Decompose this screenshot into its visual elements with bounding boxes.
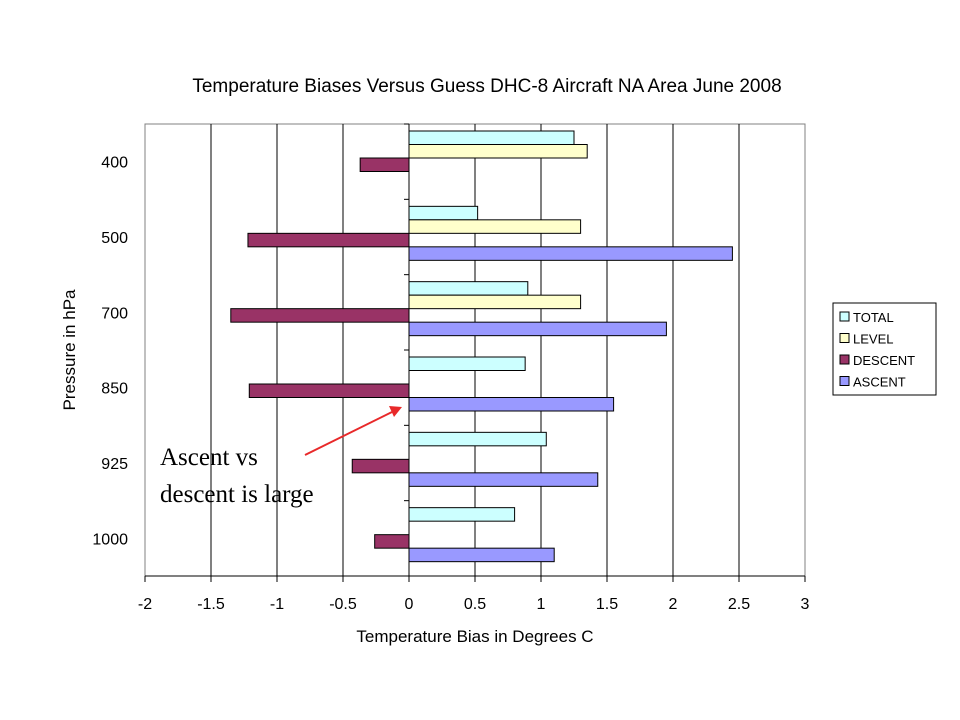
bar-level-500 xyxy=(408,219,582,234)
bar-ascent-700 xyxy=(408,321,667,337)
bar-total-1000 xyxy=(408,507,516,522)
bars xyxy=(230,130,733,563)
bar-level-700 xyxy=(408,294,582,310)
legend-box xyxy=(832,302,937,396)
bar-total-850 xyxy=(408,356,526,371)
x-tick-label: -2 xyxy=(138,596,152,613)
x-tick-label: 0 xyxy=(405,596,414,613)
grid-lines xyxy=(210,124,740,576)
x-tick-label: 1.5 xyxy=(596,596,618,613)
annotation-line-1: Ascent vs xyxy=(160,444,258,471)
y-tick-label-400: 400 xyxy=(101,155,128,172)
annotation: Ascent vs descent is large xyxy=(160,406,402,508)
legend-label-descent: DESCENT xyxy=(853,353,915,368)
legend-label-ascent: ASCENT xyxy=(853,375,906,390)
y-axis-title: Pressure in hPa xyxy=(60,289,79,410)
bar-ascent-850 xyxy=(408,397,615,412)
x-tick-label: 0.5 xyxy=(464,596,486,613)
bar-total-400 xyxy=(408,130,575,145)
annotation-arrow-line xyxy=(304,411,393,456)
legend: TOTAL LEVEL DESCENT ASCENT xyxy=(832,302,937,396)
y-tick-labels: 400 500 700 850 925 1000 xyxy=(92,155,128,549)
legend-label-total: TOTAL xyxy=(853,310,894,325)
y-tick-label-500: 500 xyxy=(101,230,128,247)
bar-descent-500 xyxy=(247,232,410,248)
bar-ascent-500 xyxy=(408,246,733,261)
bar-total-925 xyxy=(408,431,547,447)
legend-swatch-level xyxy=(839,333,850,343)
annotation-line-2: descent is large xyxy=(160,481,314,508)
bar-descent-400 xyxy=(359,157,410,172)
legend-swatch-descent xyxy=(839,354,850,365)
x-tick-labels: -2 -1.5 -1 -0.5 0 0.5 1 1.5 2 2.5 3 xyxy=(138,596,810,613)
chart-title: Temperature Biases Versus Guess DHC-8 Ai… xyxy=(192,76,781,97)
y-tick-label-1000: 1000 xyxy=(92,531,128,548)
bar-descent-1000 xyxy=(374,534,410,549)
bar-total-700 xyxy=(408,281,529,296)
x-axis-title: Temperature Bias in Degrees C xyxy=(356,627,593,646)
legend-swatch-ascent xyxy=(839,376,850,386)
legend-label-level: LEVEL xyxy=(853,332,893,347)
x-tick-label: -1 xyxy=(270,596,284,613)
bar-descent-700 xyxy=(230,308,410,323)
x-tick-label: 3 xyxy=(801,596,810,613)
x-tick-label: -1.5 xyxy=(197,596,225,613)
annotation-arrow-head xyxy=(389,406,402,417)
bar-level-400 xyxy=(408,144,588,159)
y-tick-label-925: 925 xyxy=(101,456,128,473)
axes xyxy=(144,123,806,582)
x-tick-label: 2 xyxy=(669,596,678,613)
bar-ascent-925 xyxy=(408,472,599,487)
y-tick-label-700: 700 xyxy=(101,305,128,322)
legend-swatch-total xyxy=(839,311,850,322)
x-tick-label: 1 xyxy=(537,596,546,613)
bar-ascent-1000 xyxy=(408,547,555,563)
bar-descent-925 xyxy=(351,458,410,474)
y-tick-label-850: 850 xyxy=(101,381,128,398)
x-tick-label: 2.5 xyxy=(728,596,750,613)
bar-descent-850 xyxy=(248,383,410,398)
x-tick-label: -0.5 xyxy=(329,596,357,613)
bar-total-500 xyxy=(408,205,479,221)
